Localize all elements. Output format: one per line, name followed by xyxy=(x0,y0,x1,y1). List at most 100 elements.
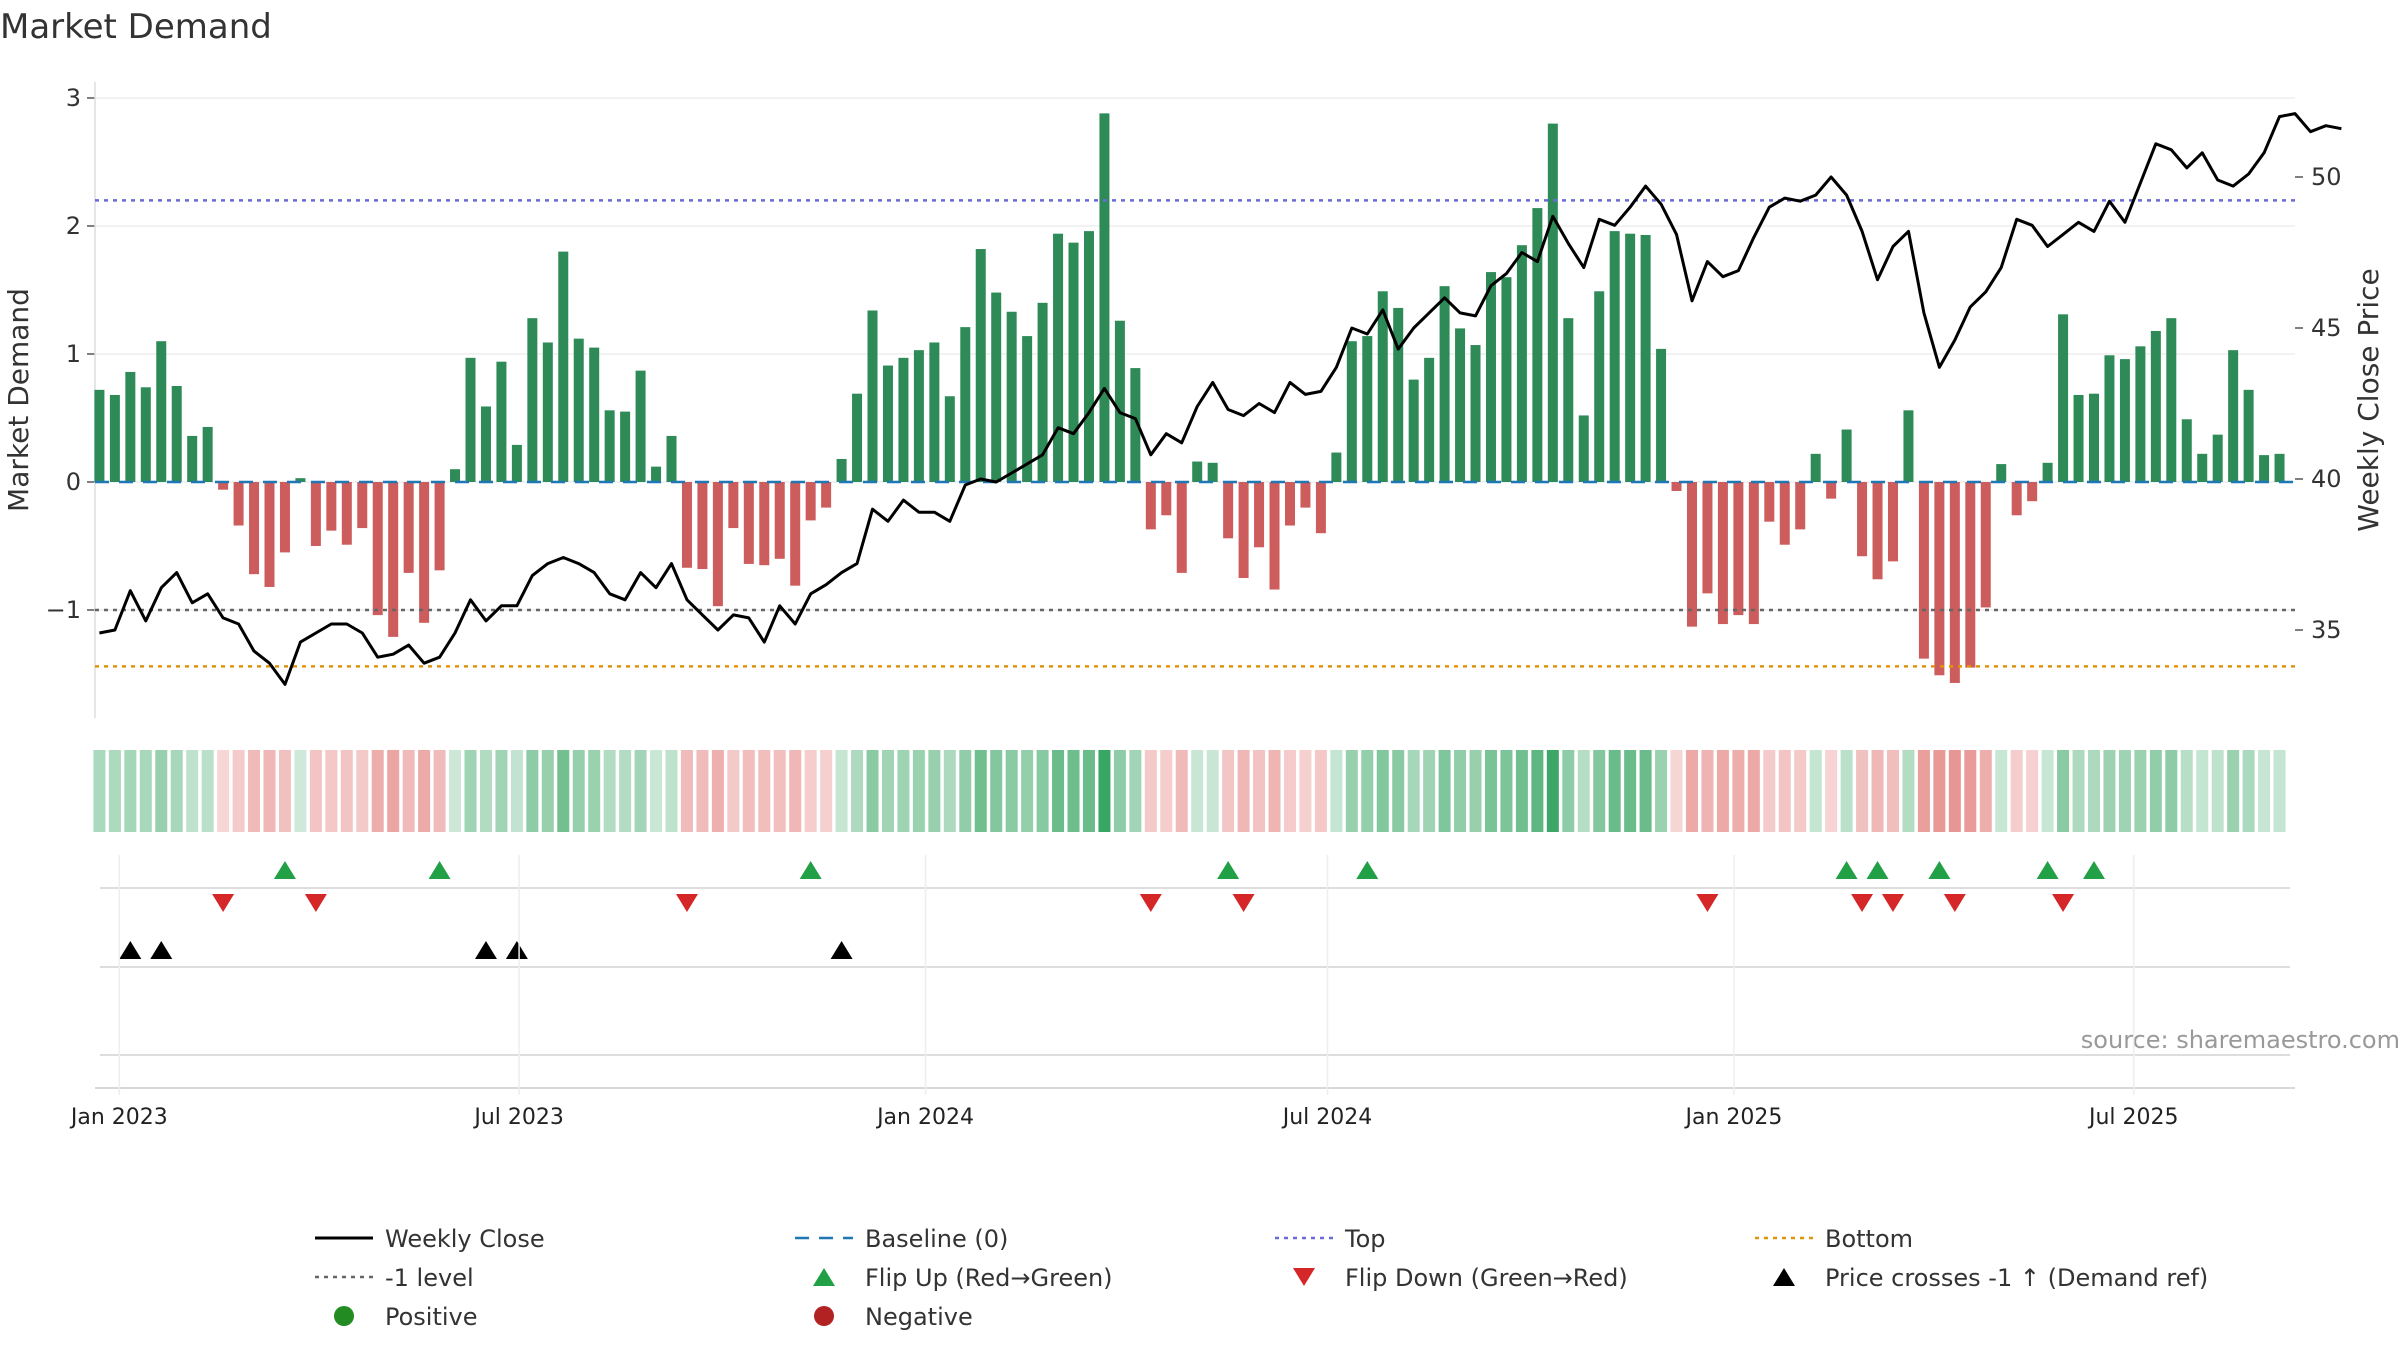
strip-cell xyxy=(371,750,384,832)
strip-cell xyxy=(1840,750,1853,832)
strip-cell xyxy=(1191,750,1204,832)
strip-cell xyxy=(650,750,663,832)
strip-cell xyxy=(773,750,786,832)
flip-down-marker xyxy=(1881,894,1904,912)
demand-bar xyxy=(1269,482,1280,590)
strip-cell xyxy=(139,750,152,832)
strip-cell xyxy=(1871,750,1884,832)
legend-item: Positive xyxy=(334,1303,478,1331)
y-tick-label: 0 xyxy=(66,468,81,496)
demand-bar xyxy=(125,371,136,482)
strip-cell xyxy=(1144,750,1157,832)
y-axis-right-label: Weekly Close Price xyxy=(2352,268,2385,531)
legend-label: -1 level xyxy=(385,1264,474,1292)
strip-cell xyxy=(2242,750,2255,832)
strip-cell xyxy=(1747,750,1760,832)
flip-up-marker xyxy=(2082,861,2105,879)
legend-item: Top xyxy=(1275,1225,1386,1253)
demand-bar xyxy=(1114,320,1125,482)
strip-cell xyxy=(928,750,941,832)
strip-cell xyxy=(124,750,137,832)
demand-bar xyxy=(403,482,414,573)
price-cross-marker xyxy=(150,941,173,959)
demand-bar xyxy=(202,426,213,482)
demand-bar xyxy=(1223,482,1234,539)
demand-bar xyxy=(1686,482,1697,627)
demand-bar xyxy=(94,389,105,482)
demand-bar xyxy=(187,435,198,482)
strip-cell xyxy=(1886,750,1899,832)
demand-bar xyxy=(1779,482,1790,545)
strip-cell xyxy=(758,750,771,832)
strip-cell xyxy=(1376,750,1389,832)
strip-cell xyxy=(634,750,647,832)
demand-bar xyxy=(1408,379,1419,482)
strip-cell xyxy=(1670,750,1683,832)
demand-bar xyxy=(511,444,522,482)
demand-bar xyxy=(1547,123,1558,482)
demand-bar xyxy=(372,482,383,616)
demand-bar xyxy=(805,482,816,521)
demand-bar xyxy=(836,458,847,482)
strip-cell xyxy=(789,750,802,832)
demand-bar xyxy=(480,406,491,482)
demand-bar xyxy=(1918,482,1929,659)
strip-cell xyxy=(1778,750,1791,832)
price-cross-marker xyxy=(830,941,853,959)
strip-cell xyxy=(356,750,369,832)
strip-cell xyxy=(1082,750,1095,832)
y-tick-label: 1 xyxy=(66,340,81,368)
y-right-tick-label: 45 xyxy=(2311,314,2342,342)
strip-cell xyxy=(1701,750,1714,832)
demand-bar xyxy=(1346,341,1357,482)
demand-bar xyxy=(558,251,569,482)
strip-cell xyxy=(248,750,261,832)
flip-up-marker xyxy=(273,861,296,879)
strip-cell xyxy=(464,750,477,832)
demand-bar xyxy=(975,249,986,482)
source-note: source: sharemaestro.com xyxy=(2081,1026,2400,1054)
strip-cell xyxy=(2118,750,2131,832)
strip-cell xyxy=(1948,750,1961,832)
strip-cell xyxy=(1113,750,1126,832)
demand-bar xyxy=(1145,482,1156,530)
strip-cell xyxy=(1423,750,1436,832)
demand-bar xyxy=(1733,482,1744,616)
demand-bar xyxy=(1284,482,1295,526)
demand-bar xyxy=(1192,461,1203,482)
strip-cell xyxy=(1562,750,1575,832)
strip-cell xyxy=(1763,750,1776,832)
strip-cell xyxy=(2087,750,2100,832)
strip-cell xyxy=(1500,750,1513,832)
demand-bar xyxy=(1717,482,1728,625)
strip-cell xyxy=(912,750,925,832)
demand-bar xyxy=(1594,291,1605,482)
strip-cell xyxy=(541,750,554,832)
strip-cell xyxy=(1825,750,1838,832)
demand-bar xyxy=(1006,311,1017,482)
demand-bar xyxy=(2119,359,2130,482)
flip-down-marker xyxy=(1851,894,1874,912)
demand-bar xyxy=(681,482,692,568)
strip-cell xyxy=(1299,750,1312,832)
strip-cell xyxy=(1995,750,2008,832)
demand-bar xyxy=(1037,302,1048,482)
demand-bar xyxy=(913,350,924,482)
flip-up-marker xyxy=(799,861,822,879)
demand-bar xyxy=(2073,394,2084,482)
demand-bar xyxy=(249,482,260,575)
strip-cell xyxy=(1206,750,1219,832)
demand-bar xyxy=(1996,464,2007,482)
demand-bar xyxy=(1300,482,1311,508)
strip-cell xyxy=(727,750,740,832)
legend-label: Weekly Close xyxy=(385,1225,545,1253)
demand-bar xyxy=(1207,462,1218,482)
legend-swatch-dot xyxy=(334,1306,354,1326)
strip-cell xyxy=(1160,750,1173,832)
demand-bar xyxy=(388,482,399,637)
demand-bar xyxy=(1764,482,1775,522)
flip-down-marker xyxy=(1696,894,1719,912)
strip-cell xyxy=(1685,750,1698,832)
x-tick-label: Jan 2023 xyxy=(69,1105,168,1130)
demand-bar xyxy=(1377,291,1388,482)
